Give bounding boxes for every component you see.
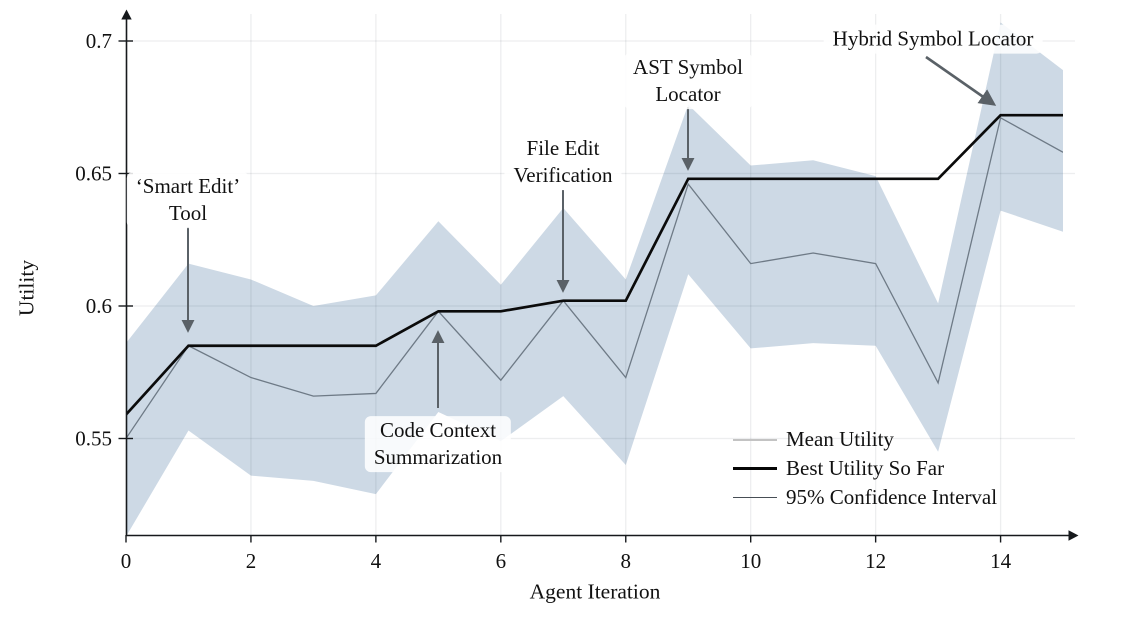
annotation-text-line: Code Context: [379, 418, 497, 443]
annotation-text-line: Tool: [168, 201, 208, 225]
annotation-text-line: Hybrid Symbol Locator: [832, 26, 1034, 51]
y-tick-label: 0.6: [86, 294, 112, 318]
x-tick-label: 14: [990, 549, 1012, 573]
legend-label: Mean Utility: [786, 427, 894, 451]
x-tick-label: 8: [621, 549, 632, 573]
annotation-text-line: Locator: [655, 82, 721, 106]
y-axis-title: Utility: [14, 259, 39, 317]
y-tick-label: 0.65: [75, 162, 112, 186]
mean-line-swatch: [733, 438, 777, 441]
file-edit-verification-label: File Edit Verification: [504, 134, 622, 190]
ast-symbol-locator-label: AST Symbol Locator: [624, 53, 752, 109]
y-tick-label: 0.7: [86, 29, 112, 53]
x-axis-title: Agent Iteration: [529, 579, 661, 604]
legend-item-mean: Mean Utility: [733, 425, 997, 454]
legend-label: Best Utility So Far: [786, 456, 945, 480]
y-axis-arrow-icon: [121, 9, 132, 20]
annotation-text-line: AST Symbol: [633, 55, 743, 80]
x-axis-arrow-icon: [1068, 530, 1079, 541]
x-tick-label: 10: [740, 549, 761, 573]
annotation-text-line: Verification: [513, 163, 613, 187]
annotation-text-line: ‘Smart Edit’: [135, 174, 241, 199]
legend: Mean Utility Best Utility So Far 95% Confi…: [733, 425, 997, 512]
code-context-summarization-label: Code Context Summarization: [364, 416, 512, 472]
x-tick-label: 0: [121, 549, 132, 573]
confidence-band: [126, 22, 1063, 536]
annotation-text-line: Summarization: [373, 445, 503, 469]
mean-utility-line: [126, 116, 1063, 439]
legend-item-ci: 95% Confidence Interval: [733, 483, 997, 512]
hybrid-symbol-locator-arrow-icon: [925, 55, 997, 106]
x-tick-label: 6: [496, 549, 507, 573]
best-line-swatch: [733, 467, 777, 470]
legend-item-best: Best Utility So Far: [733, 454, 997, 483]
hybrid-symbol-locator-label: Hybrid Symbol Locator: [823, 24, 1043, 54]
x-tick-label: 4: [371, 549, 382, 573]
best-utility-line: [126, 113, 1063, 416]
annotation-text-line: File Edit: [526, 136, 600, 161]
smart-edit-tool-label: ‘Smart Edit’ Tool: [126, 172, 250, 228]
ci-line-swatch: [733, 497, 777, 498]
x-tick-label: 12: [865, 549, 886, 573]
y-tick-label: 0.55: [75, 427, 112, 451]
x-tick-label: 2: [246, 549, 257, 573]
legend-label: 95% Confidence Interval: [786, 485, 998, 509]
